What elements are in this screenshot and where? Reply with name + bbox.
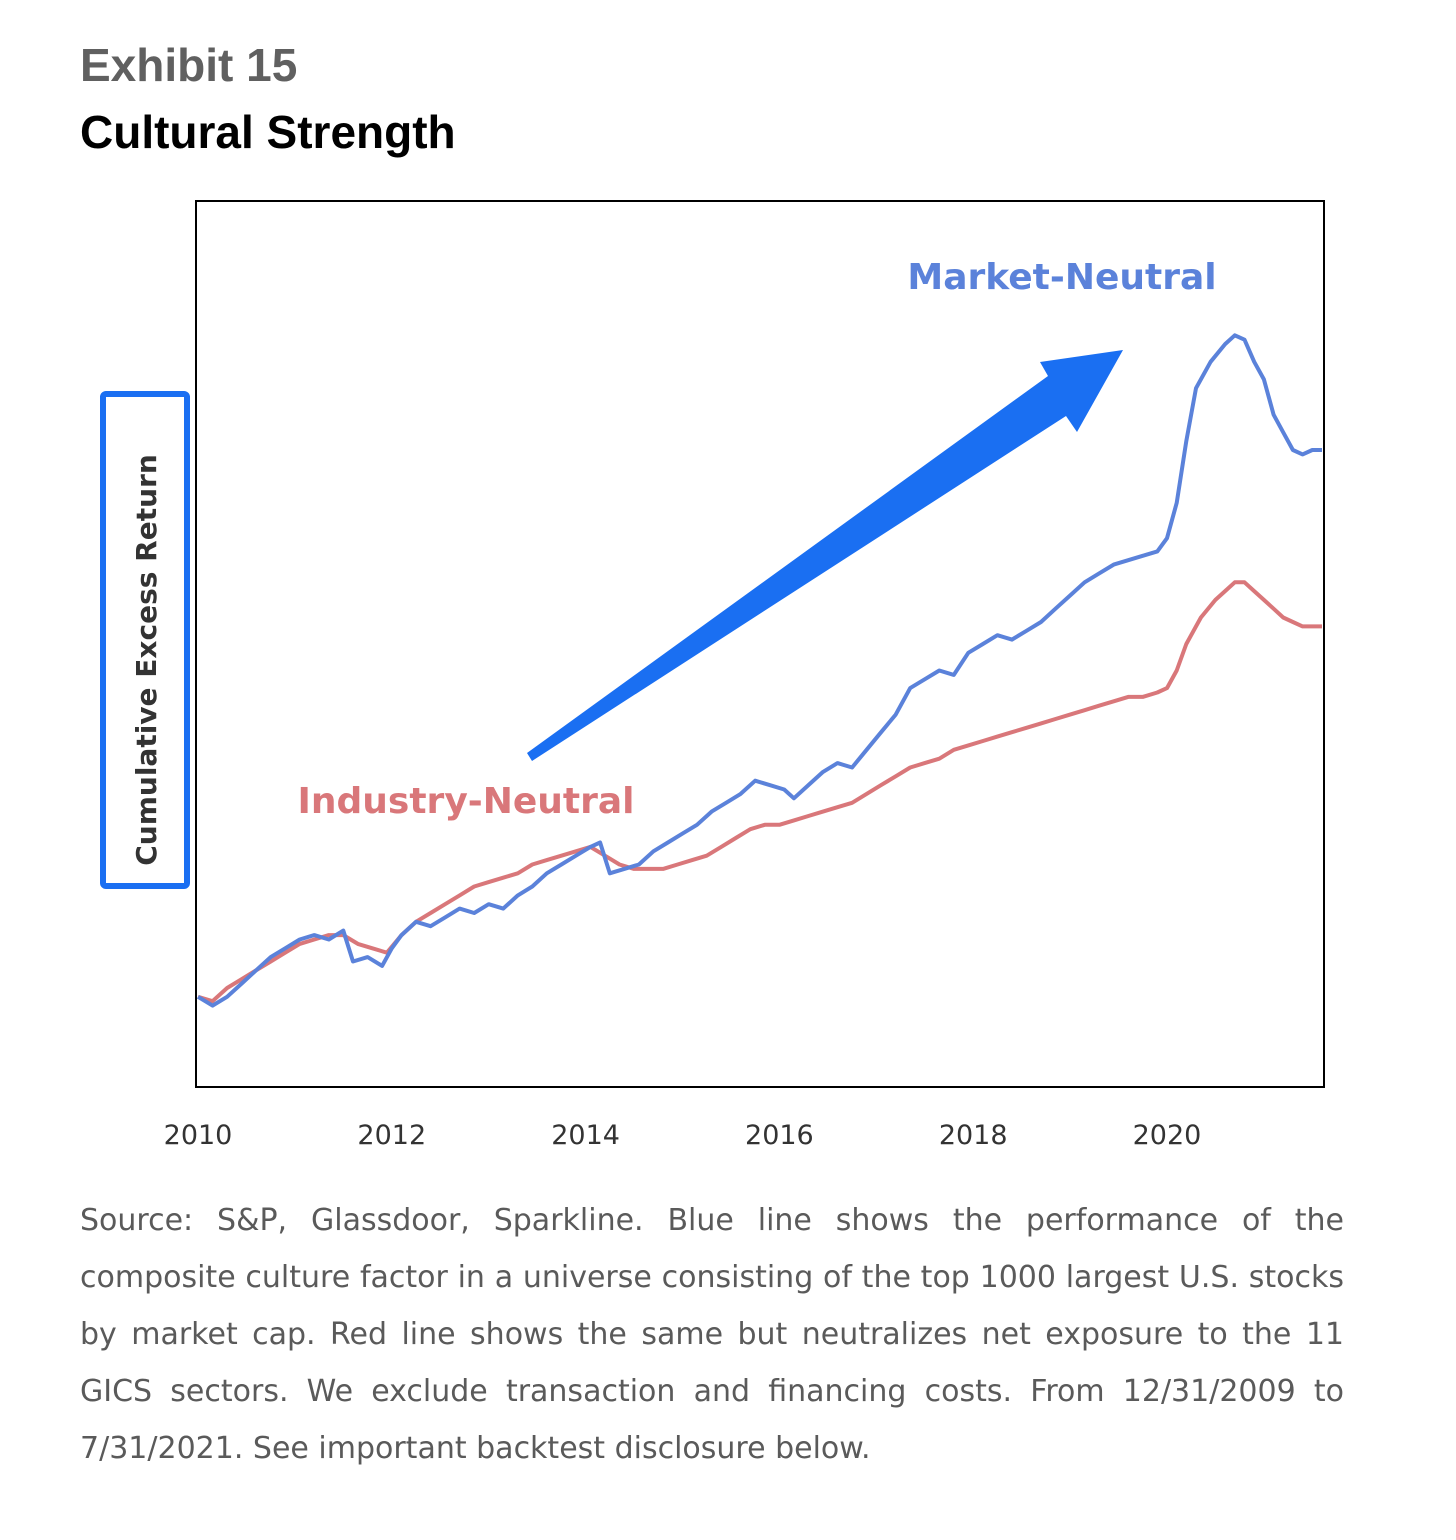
line-chart: Cumulative Excess Return 2010 2012 2014 201…: [100, 200, 1325, 1151]
y-axis-label: Cumulative Excess Return: [130, 454, 163, 866]
source-caption: Source: S&P, Glassdoor, Sparkline. Blue …: [80, 1203, 1344, 1466]
x-tick-label: 2016: [745, 1120, 814, 1151]
ylabel-highlight-box: [100, 391, 190, 889]
chart-title: Cultural Strength: [80, 106, 456, 158]
plot-frame: [195, 200, 1325, 1088]
exhibit-label: Exhibit 15: [80, 39, 298, 91]
x-tick-label: 2010: [164, 1120, 233, 1151]
series-label-industry-neutral: Industry-Neutral: [298, 781, 635, 822]
x-tick-label: 2012: [357, 1120, 426, 1151]
series-label-market-neutral: Market-Neutral: [907, 257, 1216, 298]
x-tick-label: 2020: [1133, 1120, 1202, 1151]
x-tick-label: 2018: [939, 1120, 1008, 1151]
x-axis-ticks: 2010 2012 2014 2016 2018 2020: [164, 1120, 1202, 1151]
series-layer: [196, 333, 1322, 1008]
x-tick-label: 2014: [551, 1120, 620, 1151]
trend-arrow: [527, 350, 1123, 761]
series-line-market-neutral: [196, 333, 1322, 1008]
